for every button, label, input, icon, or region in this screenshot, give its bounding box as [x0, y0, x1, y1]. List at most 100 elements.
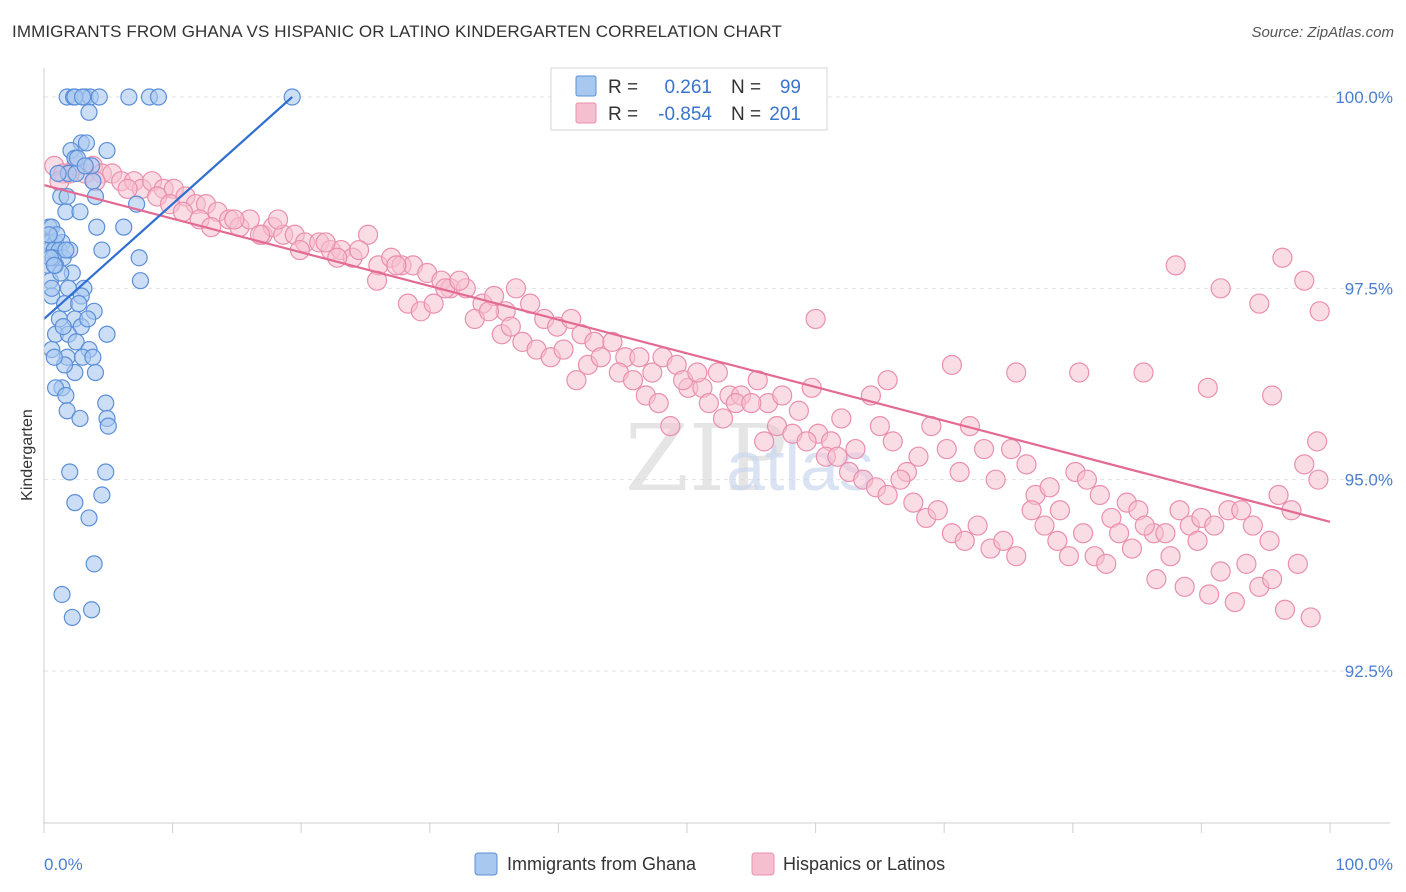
point-hispanics	[967, 515, 988, 536]
legend-r-value-1: 0.261	[664, 77, 712, 98]
point-hispanics	[1268, 484, 1289, 506]
point-hispanics	[1199, 584, 1220, 605]
y-tick-label: 95.0%	[1345, 471, 1393, 490]
watermark: ZIP	[625, 405, 787, 512]
point-hispanics	[936, 438, 957, 460]
point-hispanics	[890, 469, 911, 490]
point-ghana	[66, 494, 84, 512]
legend-n-label-2: N =	[731, 104, 761, 125]
point-ghana	[98, 141, 116, 160]
point-hispanics	[1034, 515, 1055, 536]
point-hispanics	[1165, 255, 1186, 276]
point-hispanics	[877, 370, 898, 391]
point-hispanics	[1274, 599, 1296, 620]
point-hispanics	[772, 385, 793, 406]
y-tick-labels: 92.5% 95.0% 97.5% 100.0%	[1335, 88, 1393, 681]
point-hispanics	[1224, 592, 1245, 613]
point-ghana	[61, 463, 79, 481]
legend-swatch-ghana	[575, 75, 597, 97]
point-hispanics	[267, 209, 289, 230]
point-hispanics	[1133, 362, 1154, 383]
point-hispanics	[1231, 500, 1252, 521]
point-hispanics	[1076, 469, 1098, 490]
point-hispanics	[754, 431, 775, 452]
point-hispanics	[1236, 553, 1257, 574]
point-hispanics	[1049, 500, 1071, 521]
point-ghana	[84, 172, 102, 190]
point-hispanics	[1197, 377, 1218, 398]
point-hispanics	[478, 301, 500, 322]
point-hispanics	[1262, 385, 1283, 406]
point-hispanics	[954, 530, 975, 551]
point-ghana	[54, 318, 72, 336]
source-label: Source: ZipAtlas.com	[1251, 24, 1394, 41]
point-hispanics	[869, 415, 891, 437]
point-hispanics	[1069, 362, 1090, 383]
point-ghana	[45, 256, 63, 274]
point-hispanics	[660, 415, 681, 437]
point-ghana	[80, 509, 98, 527]
bottom-legend-label-hispanics: Hispanics or Latinos	[783, 854, 945, 874]
point-hispanics	[1058, 546, 1080, 567]
point-hispanics	[500, 316, 521, 337]
point-ghana	[86, 363, 105, 382]
point-ghana	[93, 241, 111, 259]
point-hispanics	[629, 347, 650, 368]
point-ghana	[131, 272, 150, 290]
point-hispanics	[648, 393, 669, 414]
point-ghana	[70, 295, 88, 313]
point-ghana	[45, 348, 63, 366]
point-hispanics	[1039, 477, 1060, 498]
bottom-legend: Immigrants from Ghana Hispanics or Latin…	[474, 852, 945, 876]
point-hispanics	[1187, 530, 1208, 551]
legend-r-label-1: R =	[608, 77, 638, 98]
point-hispanics	[1272, 247, 1293, 268]
point-hispanics	[788, 400, 809, 421]
point-hispanics	[1134, 515, 1155, 536]
bottom-legend-label-ghana: Immigrants from Ghana	[507, 854, 697, 874]
point-hispanics	[1121, 538, 1143, 559]
point-hispanics	[882, 431, 903, 452]
point-hispanics	[423, 293, 444, 314]
x-tick-label: 100.0%	[1335, 855, 1393, 874]
point-ghana	[84, 348, 102, 366]
point-hispanics	[687, 362, 708, 383]
point-hispanics	[348, 239, 370, 261]
point-ghana	[130, 249, 148, 267]
point-hispanics	[1146, 569, 1167, 590]
point-hispanics	[1300, 607, 1321, 628]
point-ghana	[71, 409, 89, 428]
point-hispanics	[1287, 553, 1308, 574]
point-hispanics	[1308, 469, 1329, 490]
point-ghana	[120, 88, 138, 106]
point-hispanics	[712, 408, 734, 429]
y-tick-label: 97.5%	[1345, 279, 1393, 298]
point-ghana	[58, 402, 76, 420]
legend-swatch-hispanics	[575, 102, 597, 124]
point-hispanics	[602, 331, 623, 353]
series-hispanics-points	[44, 155, 1330, 628]
x-tick-labels: 0.0% 100.0%	[44, 855, 1393, 874]
point-hispanics	[553, 339, 574, 360]
point-ghana	[149, 88, 168, 106]
point-hispanics	[1174, 576, 1195, 597]
legend-n-value-1: 99	[780, 77, 801, 98]
point-hispanics	[1307, 431, 1328, 452]
point-ghana	[97, 394, 115, 412]
point-hispanics	[1309, 301, 1330, 322]
point-hispanics	[642, 362, 663, 383]
point-ghana	[71, 203, 89, 221]
point-hispanics	[993, 530, 1014, 551]
point-hispanics	[1089, 484, 1110, 506]
point-ghana	[90, 88, 108, 106]
legend-box: R = 0.261 N = 99 R = -0.854 N = 201	[550, 67, 828, 131]
trend-line-hispanics	[43, 183, 1331, 523]
point-hispanics	[1294, 454, 1315, 475]
legend-n-value-2: 201	[769, 104, 801, 125]
point-hispanics	[117, 178, 138, 199]
point-hispanics	[1210, 561, 1231, 582]
point-ghana	[67, 333, 85, 351]
point-hispanics	[1072, 523, 1094, 544]
point-hispanics	[172, 201, 193, 222]
point-hispanics	[1294, 270, 1315, 291]
